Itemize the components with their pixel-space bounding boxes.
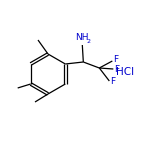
Text: F: F xyxy=(113,55,118,64)
Text: F: F xyxy=(114,64,119,74)
Text: 2: 2 xyxy=(87,39,91,44)
Text: HCl: HCl xyxy=(116,67,134,77)
Text: NH: NH xyxy=(76,33,89,43)
Text: F: F xyxy=(110,78,116,86)
